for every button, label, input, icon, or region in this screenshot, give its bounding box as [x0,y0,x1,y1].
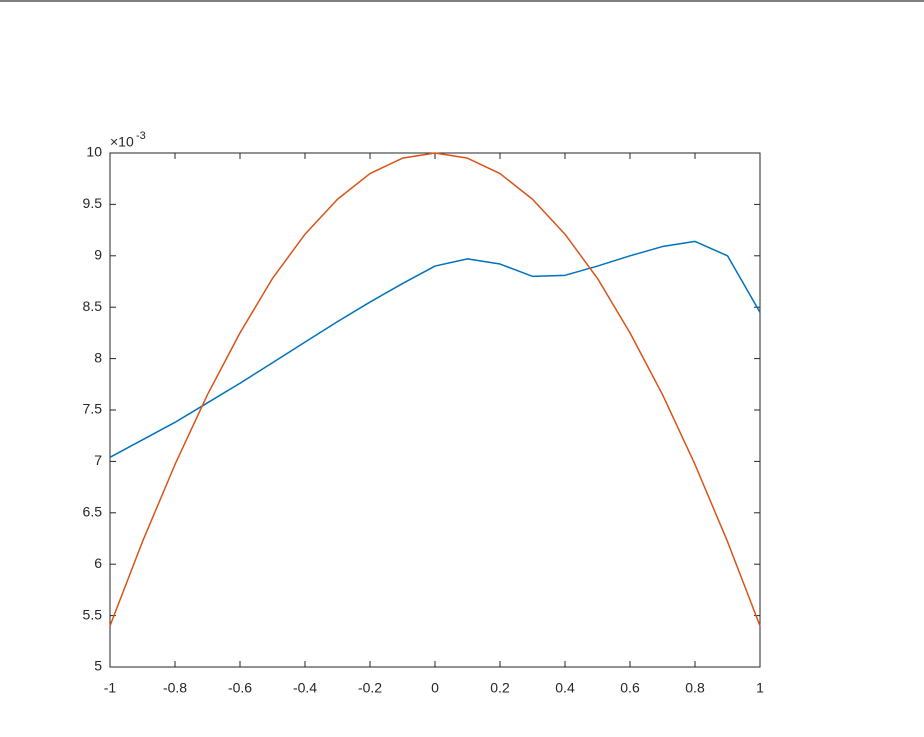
x-tick-label: 0 [431,680,439,696]
y-tick-label: 6 [94,555,102,571]
x-tick-label: -0.8 [163,680,187,696]
y-exponent: -3 [136,130,146,142]
x-tick-label: 0.6 [620,680,640,696]
x-tick-label: -0.2 [358,680,382,696]
y-tick-label: 6.5 [83,504,103,520]
y-tick-label: 9.5 [83,195,103,211]
x-tick-label: -0.4 [293,680,317,696]
series-line [109,240,761,458]
x-tick-label: 0.8 [685,680,705,696]
series-line [109,152,761,627]
y-tick-label: 8 [94,349,102,365]
x-tick-label: 0.4 [555,680,575,696]
y-tick-label: 8.5 [83,298,103,314]
y-tick-label: 5.5 [83,606,103,622]
x-tick-label: -0.6 [228,680,252,696]
x-tick-label: 0.2 [490,680,510,696]
y-tick-label: 5 [94,658,102,674]
y-tick-label: 10 [86,144,102,160]
x-tick-label: -1 [104,680,117,696]
x-tick-label: 1 [756,680,764,696]
y-tick-label: 7.5 [83,401,103,417]
y-exponent-base: ×10 [110,134,134,150]
y-tick-label: 7 [94,452,102,468]
axes-box [109,152,761,668]
y-tick-label: 9 [94,247,102,263]
